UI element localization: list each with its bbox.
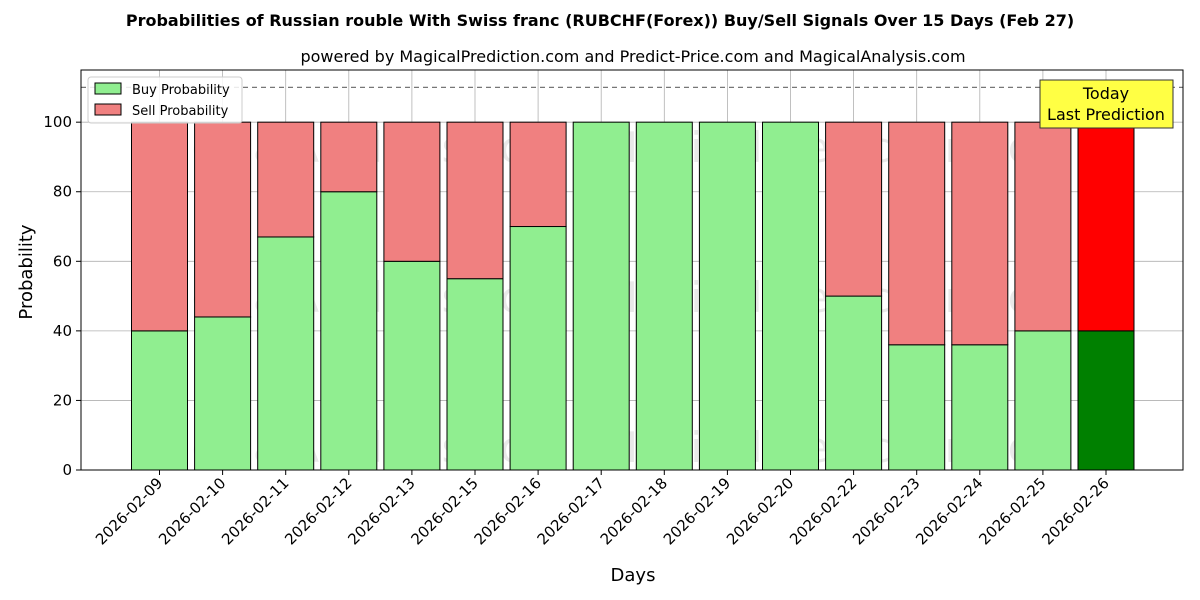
bar-sell (1014, 121, 1072, 332)
bar-buy (1014, 330, 1072, 471)
today-annotation-line1: Today (1082, 84, 1129, 103)
bars-layer (81, 86, 1183, 471)
bar-sell (446, 121, 504, 280)
legend-swatch-sell (94, 103, 122, 116)
chart-title: Probabilities of Russian rouble With Swi… (126, 11, 1074, 30)
bar-sell (1077, 121, 1135, 332)
legend-label-buy: Buy Probability (132, 83, 230, 98)
bar-buy (194, 316, 252, 471)
bar-buy (888, 344, 946, 471)
bar-sell (320, 121, 378, 193)
today-annotation-box (1039, 79, 1174, 129)
bar-buy (698, 121, 756, 471)
chart-subtitle: powered by MagicalPrediction.com and Pre… (300, 47, 965, 66)
bar-sell (825, 121, 883, 297)
y-axis-label: Probability (16, 224, 37, 319)
bar-sell (131, 121, 188, 332)
y-tick-label: 80 (53, 183, 72, 201)
bar-buy (951, 344, 1009, 471)
bar-sell (257, 121, 315, 238)
bar-buy (509, 226, 567, 471)
bar-buy (131, 330, 188, 471)
legend-label-sell: Sell Probability (132, 104, 229, 119)
bar-sell (888, 121, 946, 346)
plot-frame (80, 69, 1184, 471)
bar-buy (635, 121, 693, 471)
bar-buy (572, 121, 630, 471)
bar-buy (383, 260, 441, 471)
legend-swatch-buy (94, 82, 122, 95)
bar-sell (951, 121, 1009, 346)
y-tick-label: 0 (62, 461, 72, 479)
bar-sell (383, 121, 441, 262)
today-annotation-line2: Last Prediction (1047, 105, 1165, 124)
bar-buy (320, 191, 378, 471)
y-tick-label: 60 (53, 252, 72, 270)
today-annotation: Today Last Prediction (1039, 79, 1174, 129)
x-axis-label: Days (611, 565, 656, 586)
bar-buy (825, 295, 883, 471)
y-tick-label: 20 (53, 391, 72, 409)
y-tick-label: 40 (53, 322, 72, 340)
bar-sell (194, 121, 252, 318)
bar-buy (446, 278, 504, 471)
bar-sell (509, 121, 567, 228)
legend: Buy Probability Sell Probability (87, 76, 243, 124)
y-tick-label: 100 (43, 113, 72, 131)
bar-buy (762, 121, 819, 471)
legend-box (87, 76, 243, 124)
bar-buy (257, 236, 315, 471)
bar-buy (1077, 330, 1135, 471)
